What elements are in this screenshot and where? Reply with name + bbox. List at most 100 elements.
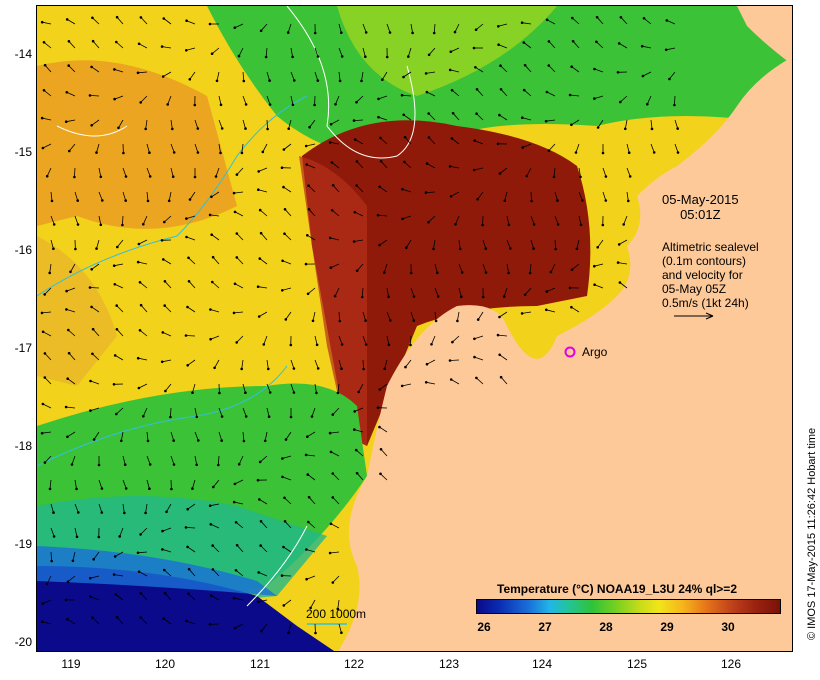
- velocity-vector: [122, 167, 127, 177]
- velocity-vector-head: [219, 103, 223, 107]
- velocity-vector-head: [281, 259, 284, 263]
- legend-line: 05-May 05Z: [662, 282, 727, 296]
- velocity-vector-head: [473, 355, 476, 359]
- velocity-vector-head: [330, 161, 334, 164]
- legend-line: (0.1m contours): [662, 254, 747, 268]
- velocity-vector-head: [432, 247, 435, 251]
- velocity-vector-head: [571, 39, 575, 43]
- velocity-vector: [116, 407, 124, 415]
- velocity-vector: [602, 191, 607, 201]
- velocity-vector: [234, 211, 244, 217]
- velocity-vector-head: [123, 511, 126, 515]
- velocity-vector: [546, 119, 556, 122]
- velocity-vector-head: [664, 48, 668, 52]
- velocity-vector-head: [260, 629, 263, 633]
- velocity-vector: [138, 571, 148, 577]
- velocity-vector-head: [381, 78, 384, 81]
- velocity-vector-head: [328, 236, 332, 240]
- velocity-vector-head: [307, 495, 311, 499]
- lon-label: 122: [343, 657, 365, 671]
- velocity-vector: [98, 479, 103, 489]
- velocity-vector-head: [193, 175, 197, 179]
- velocity-vector-head: [185, 217, 188, 220]
- velocity-vector-head: [507, 223, 511, 227]
- velocity-vector-head: [385, 55, 389, 59]
- velocity-vector-head: [525, 174, 529, 178]
- velocity-vector-head: [268, 103, 272, 106]
- velocity-vector: [140, 304, 148, 313]
- velocity-vector-head: [453, 30, 457, 34]
- velocity-vector-head: [532, 247, 535, 250]
- velocity-vector: [576, 239, 580, 249]
- velocity-vector: [259, 455, 268, 463]
- cold-water-sw: [37, 566, 335, 651]
- velocity-vector-head: [436, 295, 440, 298]
- velocity-vector: [66, 406, 76, 409]
- velocity-vector: [43, 41, 52, 49]
- velocity-vector-head: [521, 116, 524, 119]
- velocity-vector: [170, 119, 173, 129]
- velocity-vector: [379, 239, 388, 246]
- velocity-vector: [259, 499, 268, 505]
- velocity-vector: [74, 503, 79, 513]
- velocity-vector: [334, 287, 340, 297]
- velocity-vector: [308, 521, 316, 529]
- velocity-vector-head: [186, 545, 189, 549]
- velocity-vector-head: [258, 498, 261, 501]
- velocity-vector-head: [474, 66, 477, 69]
- velocity-vector-head: [52, 247, 55, 250]
- velocity-vector: [122, 503, 125, 513]
- velocity-vector: [338, 23, 342, 33]
- velocity-vector: [572, 40, 580, 49]
- velocity-vector-head: [73, 175, 76, 179]
- velocity-vector: [242, 71, 245, 82]
- velocity-vector-head: [549, 270, 553, 274]
- velocity-vector: [241, 359, 244, 369]
- velocity-vector-head: [138, 281, 142, 284]
- velocity-vector-head: [136, 71, 140, 75]
- velocity-vector-head: [209, 337, 212, 341]
- velocity-vector: [145, 503, 148, 513]
- velocity-vector-head: [336, 391, 340, 395]
- velocity-vector-head: [379, 136, 382, 140]
- velocity-vector-head: [283, 232, 286, 235]
- velocity-vector: [433, 23, 436, 34]
- velocity-vector-head: [387, 343, 391, 347]
- velocity-vector-head: [499, 64, 502, 67]
- velocity-vector: [380, 473, 388, 481]
- velocity-vector: [287, 23, 292, 33]
- velocity-vector-head: [364, 319, 367, 322]
- velocity-vector-head: [556, 223, 560, 226]
- velocity-vector-head: [161, 529, 164, 533]
- velocity-vector: [142, 215, 148, 225]
- velocity-vector-head: [377, 97, 380, 101]
- velocity-vector: [403, 114, 412, 121]
- velocity-vector: [314, 71, 319, 81]
- velocity-vector: [49, 479, 52, 489]
- sst-map[interactable]: [36, 5, 793, 652]
- velocity-vector: [234, 191, 244, 194]
- velocity-vector-head: [333, 294, 337, 298]
- velocity-vector: [44, 287, 52, 295]
- velocity-vector-head: [139, 303, 143, 307]
- velocity-vector: [290, 359, 295, 369]
- velocity-vector: [238, 47, 244, 57]
- velocity-vector-head: [352, 240, 356, 243]
- velocity-vector: [185, 335, 196, 337]
- velocity-vector: [499, 114, 508, 121]
- velocity-vector: [116, 329, 124, 337]
- velocity-vector: [380, 137, 388, 145]
- velocity-vector-head: [162, 617, 165, 620]
- velocity-vector: [386, 311, 391, 321]
- velocity-vector-head: [66, 435, 69, 439]
- velocity-vector-head: [449, 195, 453, 198]
- velocity-vector: [283, 143, 292, 150]
- velocity-vector: [554, 239, 557, 250]
- velocity-vector-head: [115, 15, 119, 19]
- velocity-vector: [626, 143, 630, 153]
- lat-label: -14: [14, 47, 32, 61]
- velocity-vector-head: [259, 231, 263, 235]
- velocity-vector: [524, 287, 532, 296]
- velocity-vector: [67, 431, 76, 438]
- velocity-vector: [434, 287, 439, 297]
